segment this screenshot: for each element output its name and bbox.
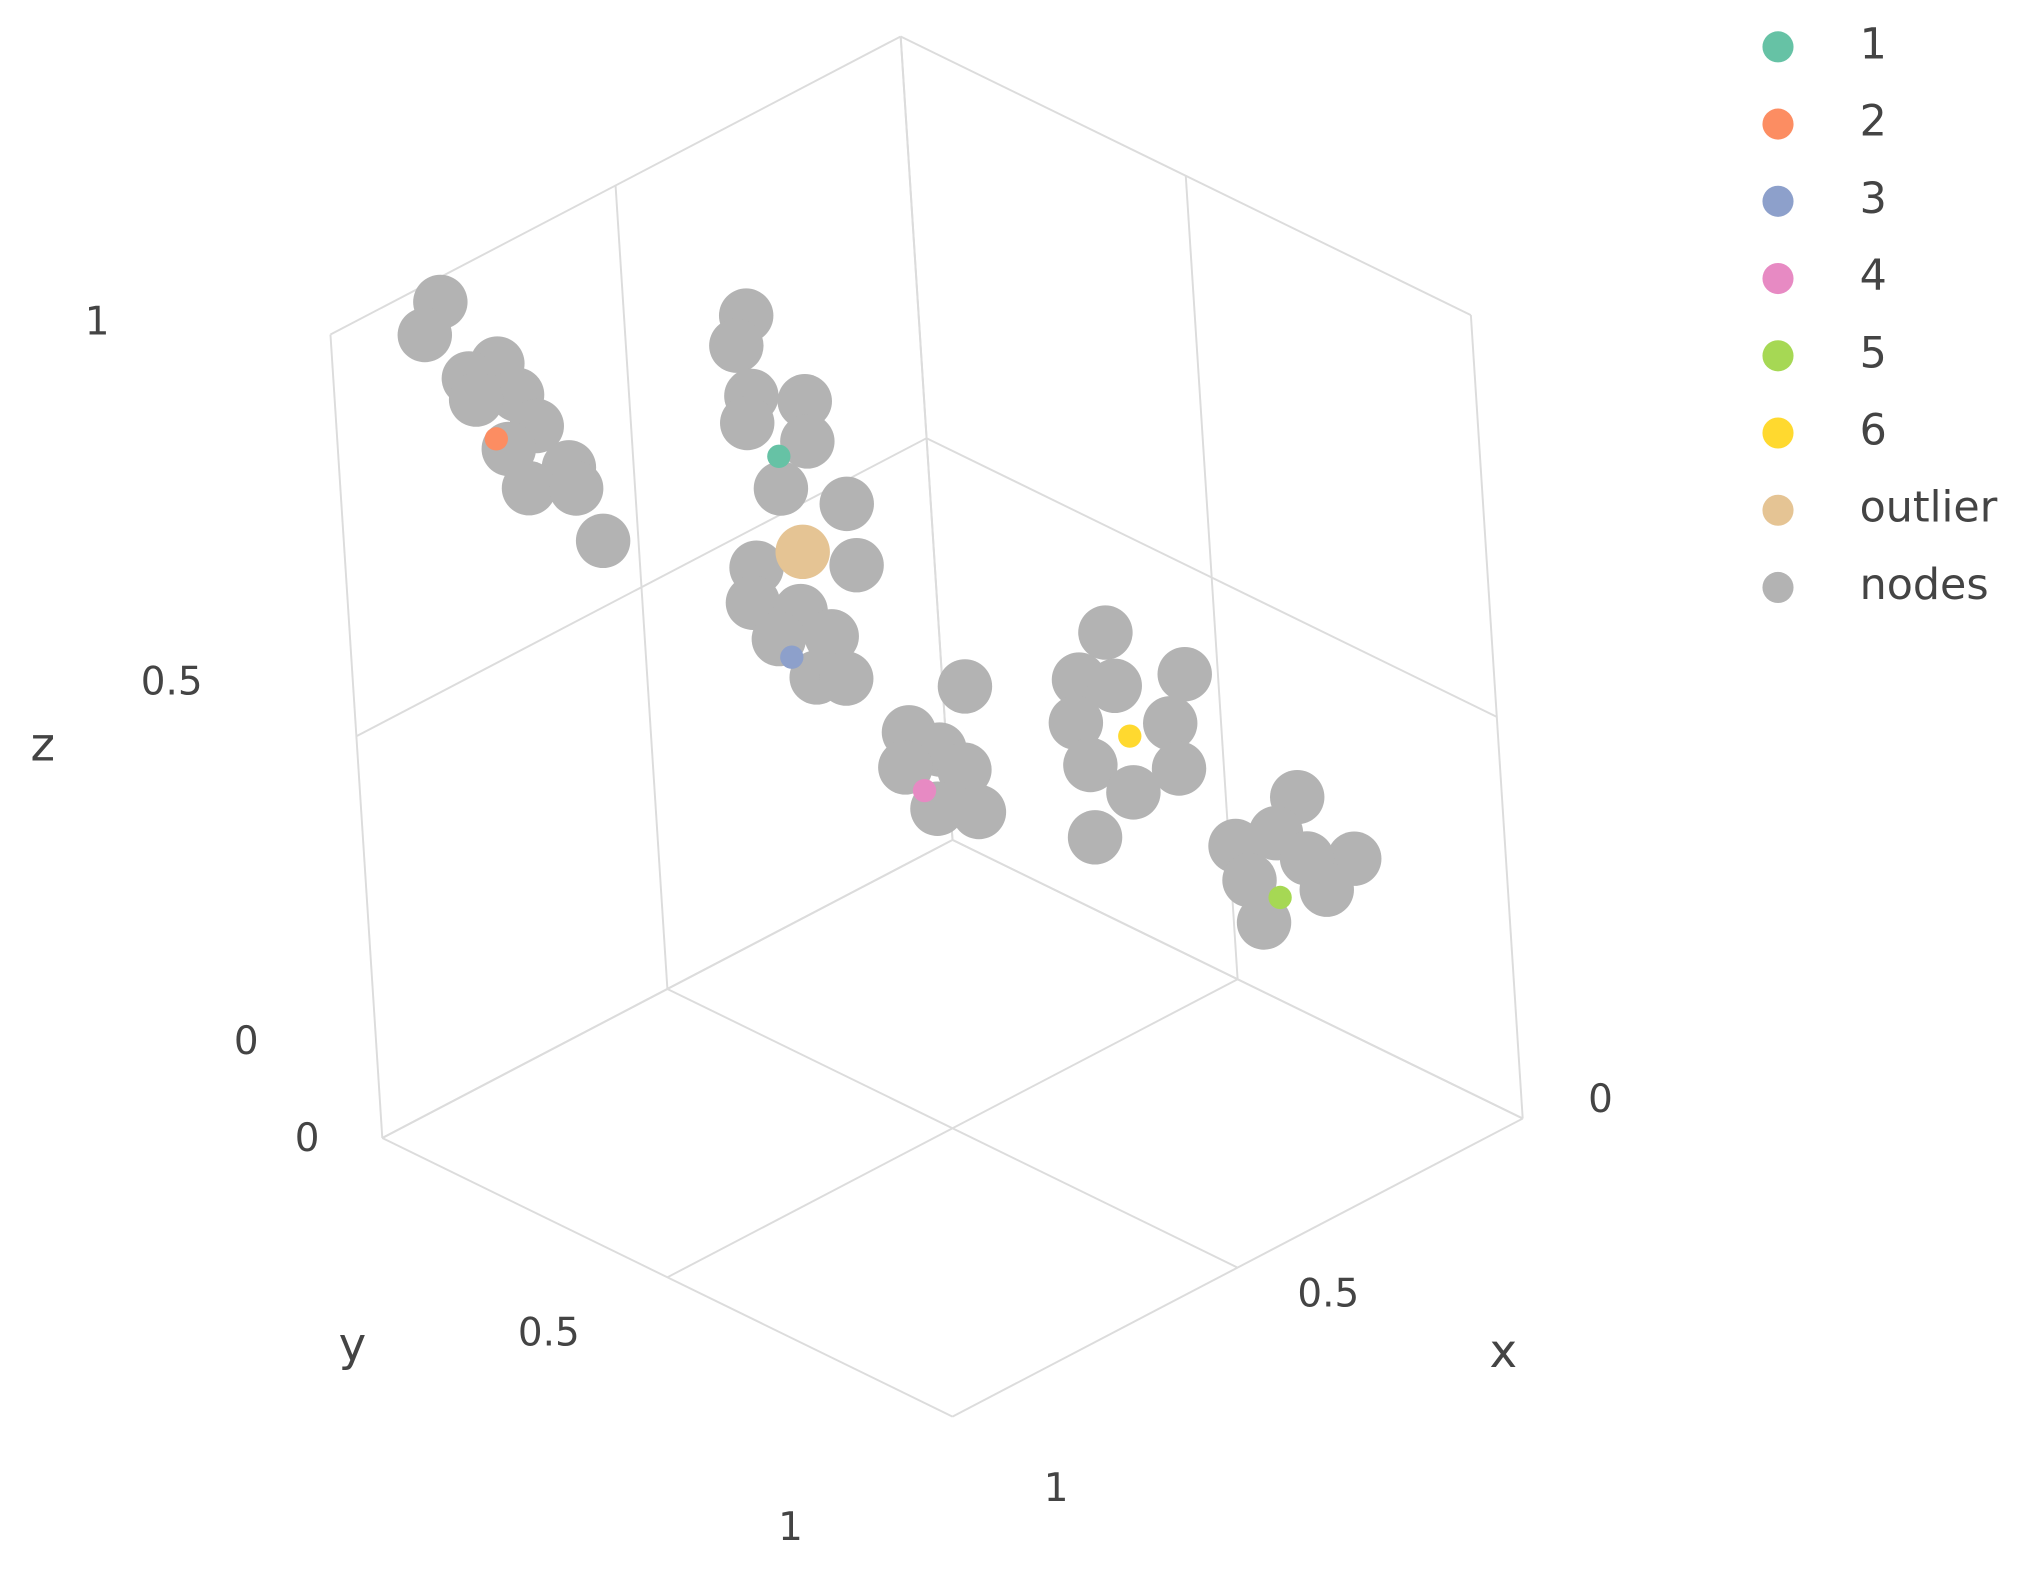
grid-line [666,978,1239,1279]
points [397,274,1382,950]
point [1048,695,1104,750]
legend-marker [1762,417,1794,449]
point [753,461,809,516]
point [1078,605,1133,660]
legend-marker [1762,108,1794,140]
legend-label: 6 [1860,406,1887,456]
grid-line [926,437,1498,718]
point [548,461,604,516]
point [1268,885,1292,910]
x-tick-label: 0 [1588,1077,1613,1122]
point [397,307,453,363]
legend-label: 3 [1860,174,1887,224]
legend-marker [1762,262,1794,295]
point [1279,831,1335,886]
point [1143,696,1198,751]
grid-line [900,35,1472,316]
z-tick-label: 1 [85,300,110,345]
point [804,609,859,664]
point [1236,895,1292,950]
point [720,395,775,451]
point [1063,737,1118,793]
legend-label: 2 [1860,97,1887,147]
z-tick-label: 0.5 [141,659,203,704]
legend-label: nodes [1860,560,1989,610]
legend-label: 5 [1860,328,1887,378]
point [709,318,764,373]
x-tick-label: 1 [1044,1466,1069,1511]
point [1067,810,1123,865]
point [1151,741,1207,796]
point [767,444,791,468]
x-tick-label: 0.5 [1297,1272,1359,1317]
y-tick-label: 0.5 [518,1310,580,1355]
legend-label: 1 [1860,19,1887,69]
point [501,461,557,516]
x-axis-title: x [1489,1325,1517,1379]
point [484,427,508,451]
point [1222,853,1277,908]
y-tick-label: 1 [778,1505,803,1550]
grid-line [952,1117,1524,1418]
point [780,414,835,469]
point [819,651,874,706]
point [575,513,631,569]
point [777,374,832,429]
grid-line [330,35,902,336]
y-axis-title: y [339,1318,367,1372]
point [951,784,1007,840]
point [912,778,937,803]
legend-label: outlier [1860,483,1998,533]
labels: x y z 0 0.5 1 0 0.5 1 0 0.5 1 [31,300,1613,1550]
point [448,372,504,427]
point [780,645,804,669]
legend: 1 2 3 4 5 6 outlier nodes [1762,19,1998,610]
point [1118,724,1142,748]
legend-marker [1762,494,1794,526]
legend-marker [1762,185,1794,217]
grid-line [381,839,953,1139]
point [937,742,992,797]
legend-marker [1762,31,1794,63]
z-axis-title: z [31,718,55,772]
point [1157,646,1212,702]
point [829,537,884,593]
grid [329,35,1524,1418]
point [937,659,993,714]
legend-marker [1762,340,1794,372]
point [1087,658,1142,714]
y-tick-label: 0 [295,1116,320,1161]
legend-marker [1762,571,1794,604]
grid-line [952,839,1524,1120]
point [819,476,874,532]
z-tick-label: 0 [234,1019,259,1064]
point [775,524,830,580]
point [1106,765,1161,820]
legend-label: 4 [1860,251,1887,301]
